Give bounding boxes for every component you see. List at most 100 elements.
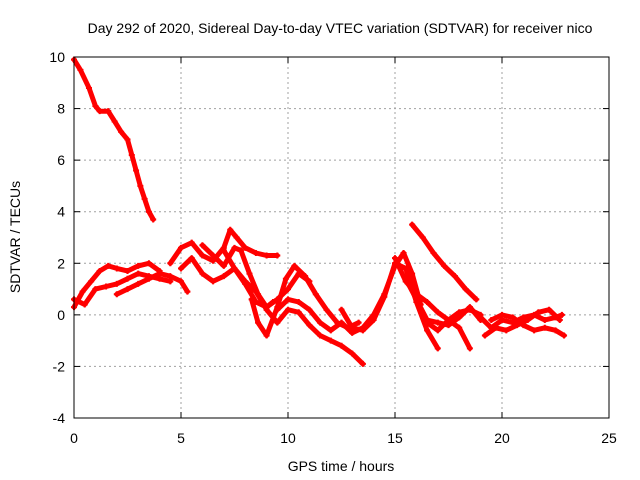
data-point: [531, 327, 538, 334]
data-point: [96, 108, 103, 115]
data-point: [178, 278, 184, 285]
x-tick-label: 0: [70, 430, 78, 446]
data-point: [105, 108, 112, 115]
data-point: [392, 255, 398, 262]
series-track-13: [409, 221, 480, 303]
data-point: [85, 84, 92, 91]
data-point: [178, 265, 184, 272]
data-point: [233, 234, 240, 241]
data-point: [413, 296, 420, 303]
x-tick-label: 10: [280, 430, 296, 446]
series-track-18: [488, 311, 568, 339]
data-point: [255, 319, 262, 326]
data-point: [246, 270, 253, 277]
data-point: [231, 244, 238, 251]
data-point: [210, 252, 217, 259]
data-point: [509, 314, 516, 321]
data-point: [242, 244, 249, 251]
chart-title: Day 292 of 2020, Sidereal Day-to-day VTE…: [88, 20, 593, 36]
data-point: [481, 332, 488, 339]
data-point: [220, 262, 227, 269]
y-tick-label: 8: [57, 101, 65, 117]
data-point: [79, 288, 86, 295]
data-point: [338, 342, 345, 349]
data-point: [248, 296, 255, 303]
data-point: [263, 252, 270, 259]
data-point: [145, 208, 152, 215]
data-point: [124, 136, 131, 143]
data-point: [312, 291, 319, 298]
x-tick-label: 20: [494, 430, 510, 446]
data-point: [402, 265, 409, 272]
data-point: [556, 317, 563, 324]
data-point: [128, 151, 135, 158]
series-line: [71, 260, 163, 310]
data-point: [499, 317, 505, 324]
data-point: [291, 262, 298, 269]
y-tick-label: -4: [53, 410, 66, 426]
data-point: [370, 317, 377, 324]
data-point: [306, 322, 313, 329]
data-point: [242, 278, 249, 285]
data-point: [561, 332, 568, 339]
data-point: [96, 268, 103, 275]
data-point: [558, 311, 565, 318]
data-point: [424, 327, 431, 334]
data-point: [338, 319, 345, 326]
data-point: [150, 216, 157, 223]
data-point: [124, 286, 131, 293]
data-point: [466, 306, 473, 313]
data-point: [424, 298, 431, 305]
data-point: [92, 286, 99, 293]
data-point: [402, 275, 409, 282]
data-point: [81, 301, 88, 308]
x-axis-label: GPS time / hours: [288, 458, 395, 474]
series-line: [199, 242, 312, 310]
data-point: [524, 317, 531, 324]
data-point: [178, 244, 184, 251]
data-point: [156, 275, 163, 282]
data-point: [167, 273, 174, 280]
data-point: [451, 273, 458, 280]
data-point: [473, 296, 480, 303]
y-tick-label: 4: [57, 204, 65, 220]
data-point: [145, 275, 152, 282]
series-track-2: [71, 260, 163, 311]
data-point: [541, 317, 548, 324]
series-track-11: [338, 260, 441, 352]
data-point: [252, 249, 259, 256]
data-point: [77, 66, 84, 73]
x-tick-label: 5: [177, 430, 185, 446]
data-point: [263, 306, 270, 313]
data-point: [113, 280, 120, 287]
data-point: [210, 278, 217, 285]
data-point: [237, 247, 244, 254]
data-point: [430, 249, 437, 256]
data-point: [167, 260, 174, 267]
plot-frame: [73, 56, 610, 419]
data-point: [285, 306, 291, 313]
data-point: [381, 293, 388, 300]
data-point: [118, 128, 125, 135]
data-point: [252, 288, 259, 295]
data-point: [167, 278, 174, 285]
y-tick-label: 10: [49, 49, 65, 65]
y-tick-label: -2: [53, 358, 66, 374]
y-axis-label: SDTVAR / TECUs: [7, 181, 23, 293]
data-point: [409, 270, 416, 277]
x-tick-label: 25: [601, 430, 617, 446]
data-point: [199, 270, 206, 277]
data-point: [145, 260, 152, 267]
data-point: [184, 288, 191, 295]
data-point: [349, 324, 356, 331]
data-point: [477, 314, 484, 321]
series-track-8: [220, 247, 366, 367]
data-point: [105, 262, 112, 269]
data-point: [220, 247, 227, 254]
data-point: [434, 327, 441, 334]
data-point: [302, 273, 309, 280]
data-point: [137, 182, 144, 189]
data-point: [133, 167, 140, 174]
data-point: [274, 252, 281, 259]
